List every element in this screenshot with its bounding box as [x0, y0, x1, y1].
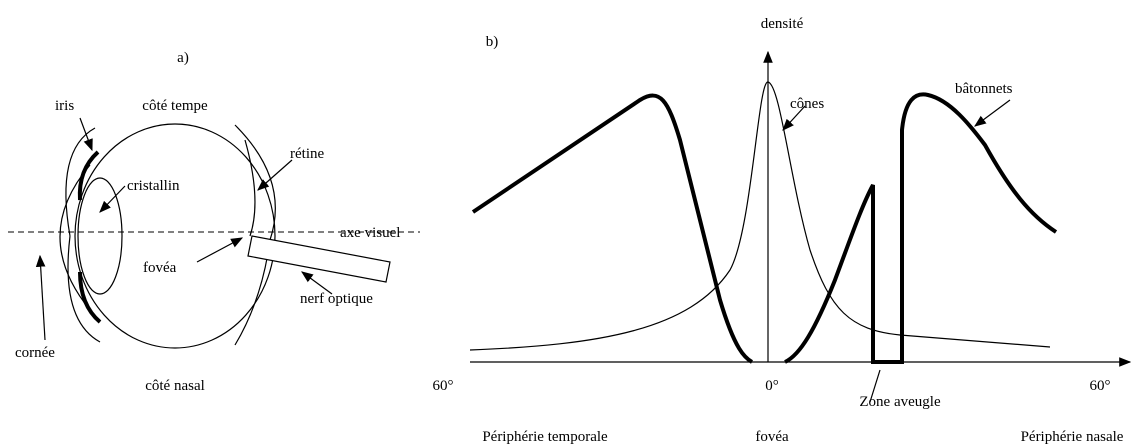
arrow — [80, 118, 92, 150]
label: côté nasal — [145, 378, 205, 394]
rods-curve-right — [785, 94, 1056, 362]
label: Périphérie temporale — [482, 429, 608, 445]
label: axe visuel — [340, 225, 400, 241]
panel-label: a) — [177, 50, 189, 66]
panel-label: b) — [486, 34, 499, 50]
label: Périphérie nasale — [1021, 429, 1124, 445]
eyeball — [75, 124, 275, 348]
retina-inner — [245, 140, 255, 236]
arrow — [40, 256, 45, 340]
label: 60° — [1090, 378, 1111, 394]
retina — [235, 125, 275, 345]
label: côté tempe — [142, 98, 208, 114]
label: rétine — [290, 146, 324, 162]
arrow — [258, 160, 292, 190]
label: iris — [55, 98, 74, 114]
label: cornée — [15, 345, 55, 361]
label: cristallin — [127, 178, 180, 194]
label: fovéa — [143, 260, 177, 276]
arrow — [975, 100, 1010, 126]
rods-curve-left — [473, 96, 752, 362]
cones-curve — [470, 82, 1050, 350]
arrow — [197, 238, 242, 262]
label: nerf optique — [300, 291, 373, 307]
label: bâtonnets — [955, 81, 1013, 97]
figure: a) côté tempe côté nasal iris cristallin… — [0, 0, 1145, 446]
label: densité — [761, 16, 804, 32]
label: Zone aveugle — [859, 394, 941, 410]
label: 60° — [433, 378, 454, 394]
label: 0° — [765, 378, 779, 394]
label: cônes — [790, 96, 824, 112]
front-arc — [68, 236, 100, 342]
label: fovéa — [755, 429, 789, 445]
arrow — [100, 186, 125, 212]
